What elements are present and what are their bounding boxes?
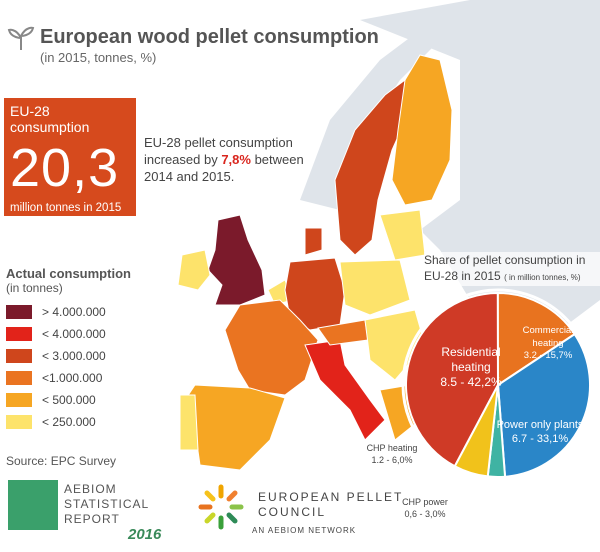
pie-label: CHP power 0,6 - 3,0%: [380, 496, 470, 520]
pie-title: Share of pellet consumption in EU-28 in …: [424, 252, 600, 286]
aebiom-text: AEBIOM STATISTICAL REPORT: [64, 482, 149, 527]
kpi-value: 20,3: [10, 138, 120, 198]
legend-label: < 3.000.000: [42, 349, 106, 363]
country: [391, 54, 453, 206]
legend-item: < 500.000: [6, 389, 134, 411]
pie-category: Residential heating: [441, 345, 501, 374]
pie-value-label: 0,6 - 3,0%: [404, 509, 446, 519]
pie-category: Commercial heating: [522, 325, 574, 349]
legend-swatch: [6, 371, 32, 385]
kpi-label: EU-28 consumption: [10, 103, 90, 135]
country: [179, 394, 199, 451]
legend-swatch: [6, 327, 32, 341]
legend-item: < 3.000.000: [6, 345, 134, 367]
sprout-icon: [7, 26, 35, 50]
epc-tagline: AN AEBIOM NETWORK: [252, 526, 357, 535]
source: Source: EPC Survey: [6, 454, 117, 468]
legend-swatch: [6, 415, 32, 429]
pie-title-text: Share of pellet consumption in EU-28 in …: [424, 253, 586, 283]
legend-swatch: [6, 393, 32, 407]
subtitle: (in 2015, tonnes, %): [40, 50, 157, 65]
title: European wood pellet consumption: [40, 26, 379, 48]
country: [304, 227, 323, 256]
legend-label: < 4.000.000: [42, 327, 106, 341]
legend-swatch: [6, 305, 32, 319]
legend: Actual consumption (in tonnes) > 4.000.0…: [6, 266, 134, 444]
pie-category: Power only plants: [496, 419, 584, 431]
country: [177, 249, 211, 291]
pie-category: CHP heating: [366, 443, 418, 453]
pie-slice: [496, 332, 591, 478]
legend-title: Actual consumption: [6, 266, 131, 281]
kpi-unit: million tonnes in 2015: [10, 202, 122, 214]
pie-value-label: 6.7 - 33,1%: [511, 433, 569, 445]
note: EU-28 pellet consumption increased by 7,…: [144, 134, 314, 185]
legend-items: > 4.000.000 < 4.000.000 < 3.000.000 <1.000.…: [6, 301, 134, 433]
pie-label: Power only plants 6.7 - 33,1%: [490, 418, 590, 446]
legend-subtitle: (in tonnes): [6, 281, 63, 295]
legend-label: < 500.000: [42, 393, 96, 407]
legend-item: < 250.000: [6, 411, 134, 433]
legend-label: > 4.000.000: [42, 305, 106, 319]
legend-item: > 4.000.000: [6, 301, 134, 323]
pie-label: CHP heating 1.2 - 6,0%: [352, 442, 432, 466]
logo-text: STATISTICAL: [64, 497, 150, 511]
legend-label: <1.000.000: [42, 371, 103, 385]
pie-value-label: 3.2 - 15,7%: [523, 350, 573, 361]
pie-slice: [405, 291, 500, 468]
pie-title-note: ( in million tonnes, %): [504, 273, 581, 282]
country: [224, 299, 319, 396]
land-background: [360, 0, 600, 330]
note-text: EU-28 pellet consumption increased by: [144, 135, 293, 167]
aebiom-logo: [8, 480, 58, 530]
legend-swatch: [6, 349, 32, 363]
legend-item: < 4.000.000: [6, 323, 134, 345]
aebiom-year: 2016: [128, 526, 162, 543]
legend-item: <1.000.000: [6, 367, 134, 389]
legend-label: < 250.000: [42, 415, 96, 429]
pie-category: CHP power: [402, 497, 448, 507]
logo-text: COUNCIL: [258, 505, 327, 519]
pie-slice: [453, 384, 499, 478]
note-text: between 2014 and 2015.: [144, 152, 304, 184]
pie-slice: [496, 291, 577, 387]
pie-label: Residential heating 8.5 - 42,2%: [432, 345, 510, 390]
pie-value-label: 8.5 - 42,2%: [440, 375, 502, 389]
epc-logo: [198, 484, 244, 530]
pie-label: Commercial heating 3.2 - 15,7%: [516, 325, 580, 363]
country: [339, 259, 411, 316]
epc-text: EUROPEAN PELLET COUNCIL: [258, 490, 403, 520]
country: [304, 339, 386, 441]
logo-text: EUROPEAN PELLET: [258, 490, 404, 504]
pie-ring: [401, 288, 595, 482]
pie-value-label: 1.2 - 6,0%: [371, 455, 413, 465]
kpi-box: EU-28 consumption 20,3 million tonnes in…: [4, 98, 136, 216]
logo-text: AEBIOM: [64, 482, 117, 496]
note-highlight: 7,8%: [221, 152, 251, 167]
logo-text: REPORT: [64, 512, 120, 526]
